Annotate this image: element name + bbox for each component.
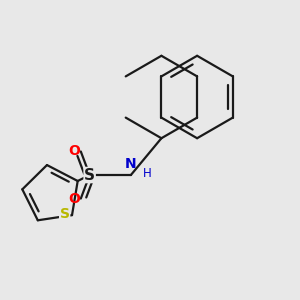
Text: H: H: [143, 167, 152, 180]
Text: O: O: [68, 145, 80, 158]
Text: N: N: [125, 158, 137, 172]
Text: S: S: [60, 207, 70, 221]
Text: O: O: [68, 192, 80, 206]
Text: S: S: [84, 167, 95, 182]
